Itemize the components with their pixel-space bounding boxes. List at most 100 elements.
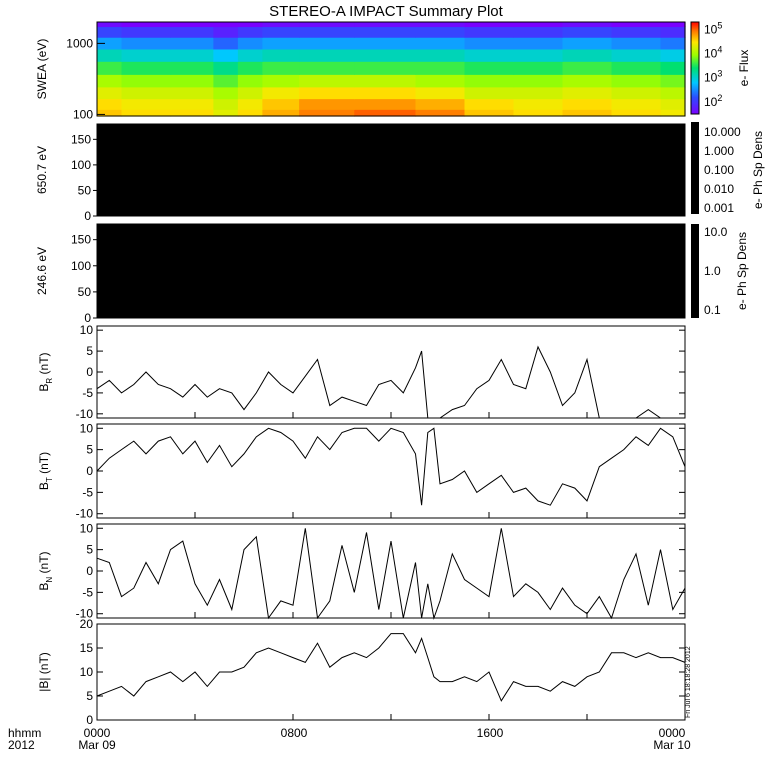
swea-cell (213, 74, 239, 88)
swea-cell (213, 109, 239, 117)
swea-cell (299, 22, 355, 28)
swea-cell (170, 37, 214, 50)
pad246-ytick-label: 100 (71, 259, 91, 273)
pad650-ytick-label: 100 (71, 158, 91, 172)
x-axis-footer: hhmm 2012 0000 0800 1600 0000 Mar 09 Mar… (8, 726, 691, 752)
pad650-ylabel: 650.7 eV (35, 146, 49, 194)
pad650-ytick-label: 50 (78, 183, 92, 197)
bmag-ytick-label: 0 (86, 713, 93, 727)
swea-cell (415, 37, 466, 50)
bn-ytick-label: -5 (82, 585, 93, 599)
swea-cell (415, 26, 466, 38)
bn-ytick-label: 0 (86, 564, 93, 578)
swea-cell (213, 37, 239, 50)
bn-series-line (96, 528, 686, 620)
swea-cell (660, 74, 686, 88)
colorbar-pad650 (691, 122, 699, 214)
swea-cell (97, 26, 123, 38)
pad246-colorbar-tick-label: 1.0 (704, 264, 721, 278)
swea-cell (299, 74, 355, 88)
bn-ytick-label: -10 (76, 607, 94, 621)
swea-cell (237, 37, 263, 50)
swea-cell (262, 74, 300, 88)
panel-pad650: 0 50 100 150 650.7 eV 10.000 1.000 0.100 0.010 0.… (35, 123, 765, 223)
bmag-series-line (96, 633, 686, 702)
swea-cell (513, 26, 564, 38)
swea-cell (121, 61, 172, 75)
swea-cell (464, 86, 515, 100)
swea-cell (170, 86, 214, 100)
swea-cell (121, 26, 172, 38)
swea-cell (562, 61, 613, 75)
pad650-colorbar-tick-label: 0.010 (704, 182, 734, 196)
swea-cell (299, 48, 355, 62)
pad650-fill (96, 123, 686, 217)
swea-cell (611, 61, 662, 75)
swea-cell (213, 26, 239, 38)
swea-cell (262, 98, 300, 110)
swea-cell (415, 109, 466, 117)
swea-cell (354, 61, 417, 75)
swea-cell (299, 98, 355, 110)
swea-cell (262, 37, 300, 50)
swea-cell (121, 98, 172, 110)
bt-ylabel: BT (nT) (37, 452, 54, 490)
swea-cell (170, 98, 214, 110)
swea-cell (562, 98, 613, 110)
swea-ytick-label: 1000 (66, 36, 93, 50)
swea-cell (354, 98, 417, 110)
swea-cell (213, 48, 239, 62)
swea-cell (660, 86, 686, 100)
swea-cell (354, 26, 417, 38)
panel-bn: -10 -5 0 5 10 BN (nT) (37, 521, 686, 621)
swea-cell (262, 61, 300, 75)
swea-cell (213, 86, 239, 100)
swea-cell (611, 109, 662, 117)
bn-ytick-label: 5 (86, 543, 93, 557)
swea-cell (354, 74, 417, 88)
pad246-ytick-label: 150 (71, 233, 91, 247)
br-ytick-label: 5 (86, 344, 93, 358)
pad246-colorbar-tick-label: 0.1 (704, 303, 721, 317)
br-ytick-label: 0 (86, 365, 93, 379)
swea-cell (97, 86, 123, 100)
swea-cell (562, 86, 613, 100)
swea-cell (354, 48, 417, 62)
swea-cell (97, 48, 123, 62)
footer-row2-label: 2012 (8, 738, 35, 752)
bmag-ytick-label: 5 (86, 689, 93, 703)
swea-cell (513, 98, 564, 110)
swea-cell (97, 22, 123, 28)
pad650-ytick-label: 150 (71, 132, 91, 146)
swea-cell (354, 37, 417, 50)
bt-ytick-label: 10 (80, 421, 94, 435)
swea-cell (170, 109, 214, 117)
br-ytick-label: 10 (80, 323, 94, 337)
swea-cell (299, 86, 355, 100)
spectrogram-layer (97, 22, 686, 117)
swea-cell (513, 86, 564, 100)
bmag-ytick-label: 15 (80, 641, 94, 655)
swea-colorbar-tick-label: 102 (704, 93, 722, 109)
swea-cell (562, 37, 613, 50)
pad246-ytick-label: 50 (78, 285, 92, 299)
br-ytick-label: -10 (76, 407, 94, 421)
swea-cell (354, 22, 417, 28)
swea-cell (660, 98, 686, 110)
swea-cell (464, 48, 515, 62)
swea-cell (299, 61, 355, 75)
swea-cell (562, 26, 613, 38)
swea-cell (354, 109, 417, 117)
swea-cell (170, 74, 214, 88)
date-tick-end: Mar 10 (653, 738, 691, 752)
swea-cell (354, 86, 417, 100)
bmag-frame (96, 623, 686, 721)
swea-cell (170, 61, 214, 75)
pad246-fill (96, 223, 686, 319)
colorbar-pad246 (691, 224, 699, 318)
swea-cell (97, 74, 123, 88)
x-tick-1600: 1600 (477, 726, 504, 740)
swea-cell (415, 86, 466, 100)
swea-cell (562, 109, 613, 117)
